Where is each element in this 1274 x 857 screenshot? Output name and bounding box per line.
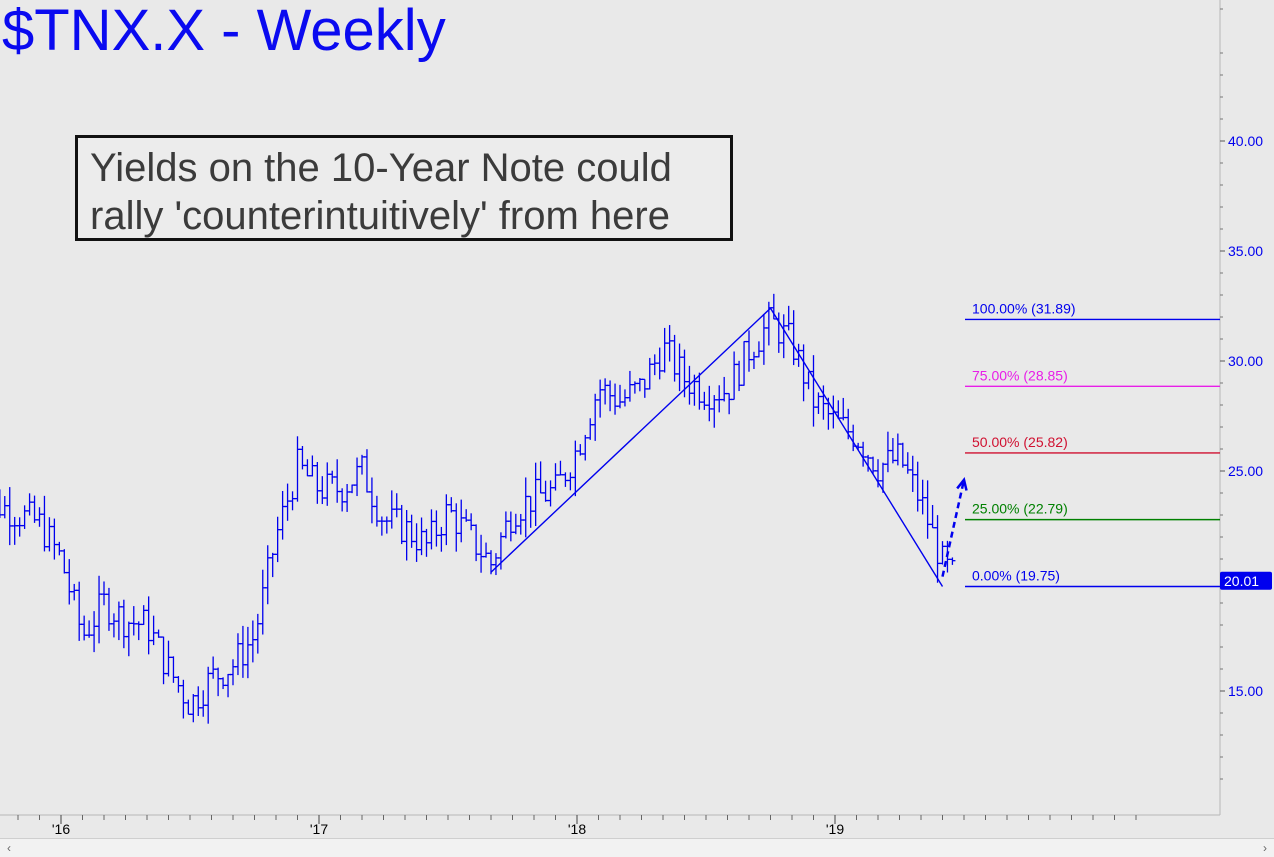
fib-label: 0.00% (19.75): [972, 568, 1060, 584]
fib-label: 100.00% (31.89): [972, 300, 1076, 316]
y-tick-label: 25.00: [1228, 463, 1263, 479]
y-tick-label: 15.00: [1228, 683, 1263, 699]
horizontal-scrollbar[interactable]: ‹ ›: [0, 838, 1274, 857]
x-tick-label: '17: [310, 821, 328, 837]
annotation-box: Yields on the 10-Year Note could rally '…: [75, 135, 733, 241]
price-label: 20.01: [1224, 573, 1259, 589]
forecast-arrow: [941, 479, 966, 577]
y-tick-label: 35.00: [1228, 243, 1263, 259]
annotation-line-2: rally 'counterintuitively' from here: [90, 194, 670, 238]
trendline: [490, 307, 771, 573]
fib-label: 25.00% (22.79): [972, 501, 1068, 517]
price-chart: 40.00 35.00 30.00 25.00 15.00 '16 '17 '18 '19 100…: [0, 0, 1272, 837]
x-tick-label: '19: [826, 821, 844, 837]
forecast-arrow-head: [956, 476, 968, 491]
x-tick-label: '16: [52, 821, 70, 837]
y-tick-label: 40.00: [1228, 133, 1263, 149]
fib-label: 75.00% (28.85): [972, 367, 1068, 383]
x-tick-label: '18: [568, 821, 586, 837]
fib-label: 50.00% (25.82): [972, 434, 1068, 450]
chevron-left-icon[interactable]: ‹: [7, 841, 11, 855]
chart-title: $TNX.X - Weekly: [2, 0, 446, 63]
price-label-box: [1220, 571, 1272, 590]
chevron-right-icon[interactable]: ›: [1263, 841, 1267, 855]
y-tick-label: 30.00: [1228, 353, 1263, 369]
trendline: [769, 307, 944, 587]
annotation-line-1: Yields on the 10-Year Note could: [90, 146, 672, 190]
